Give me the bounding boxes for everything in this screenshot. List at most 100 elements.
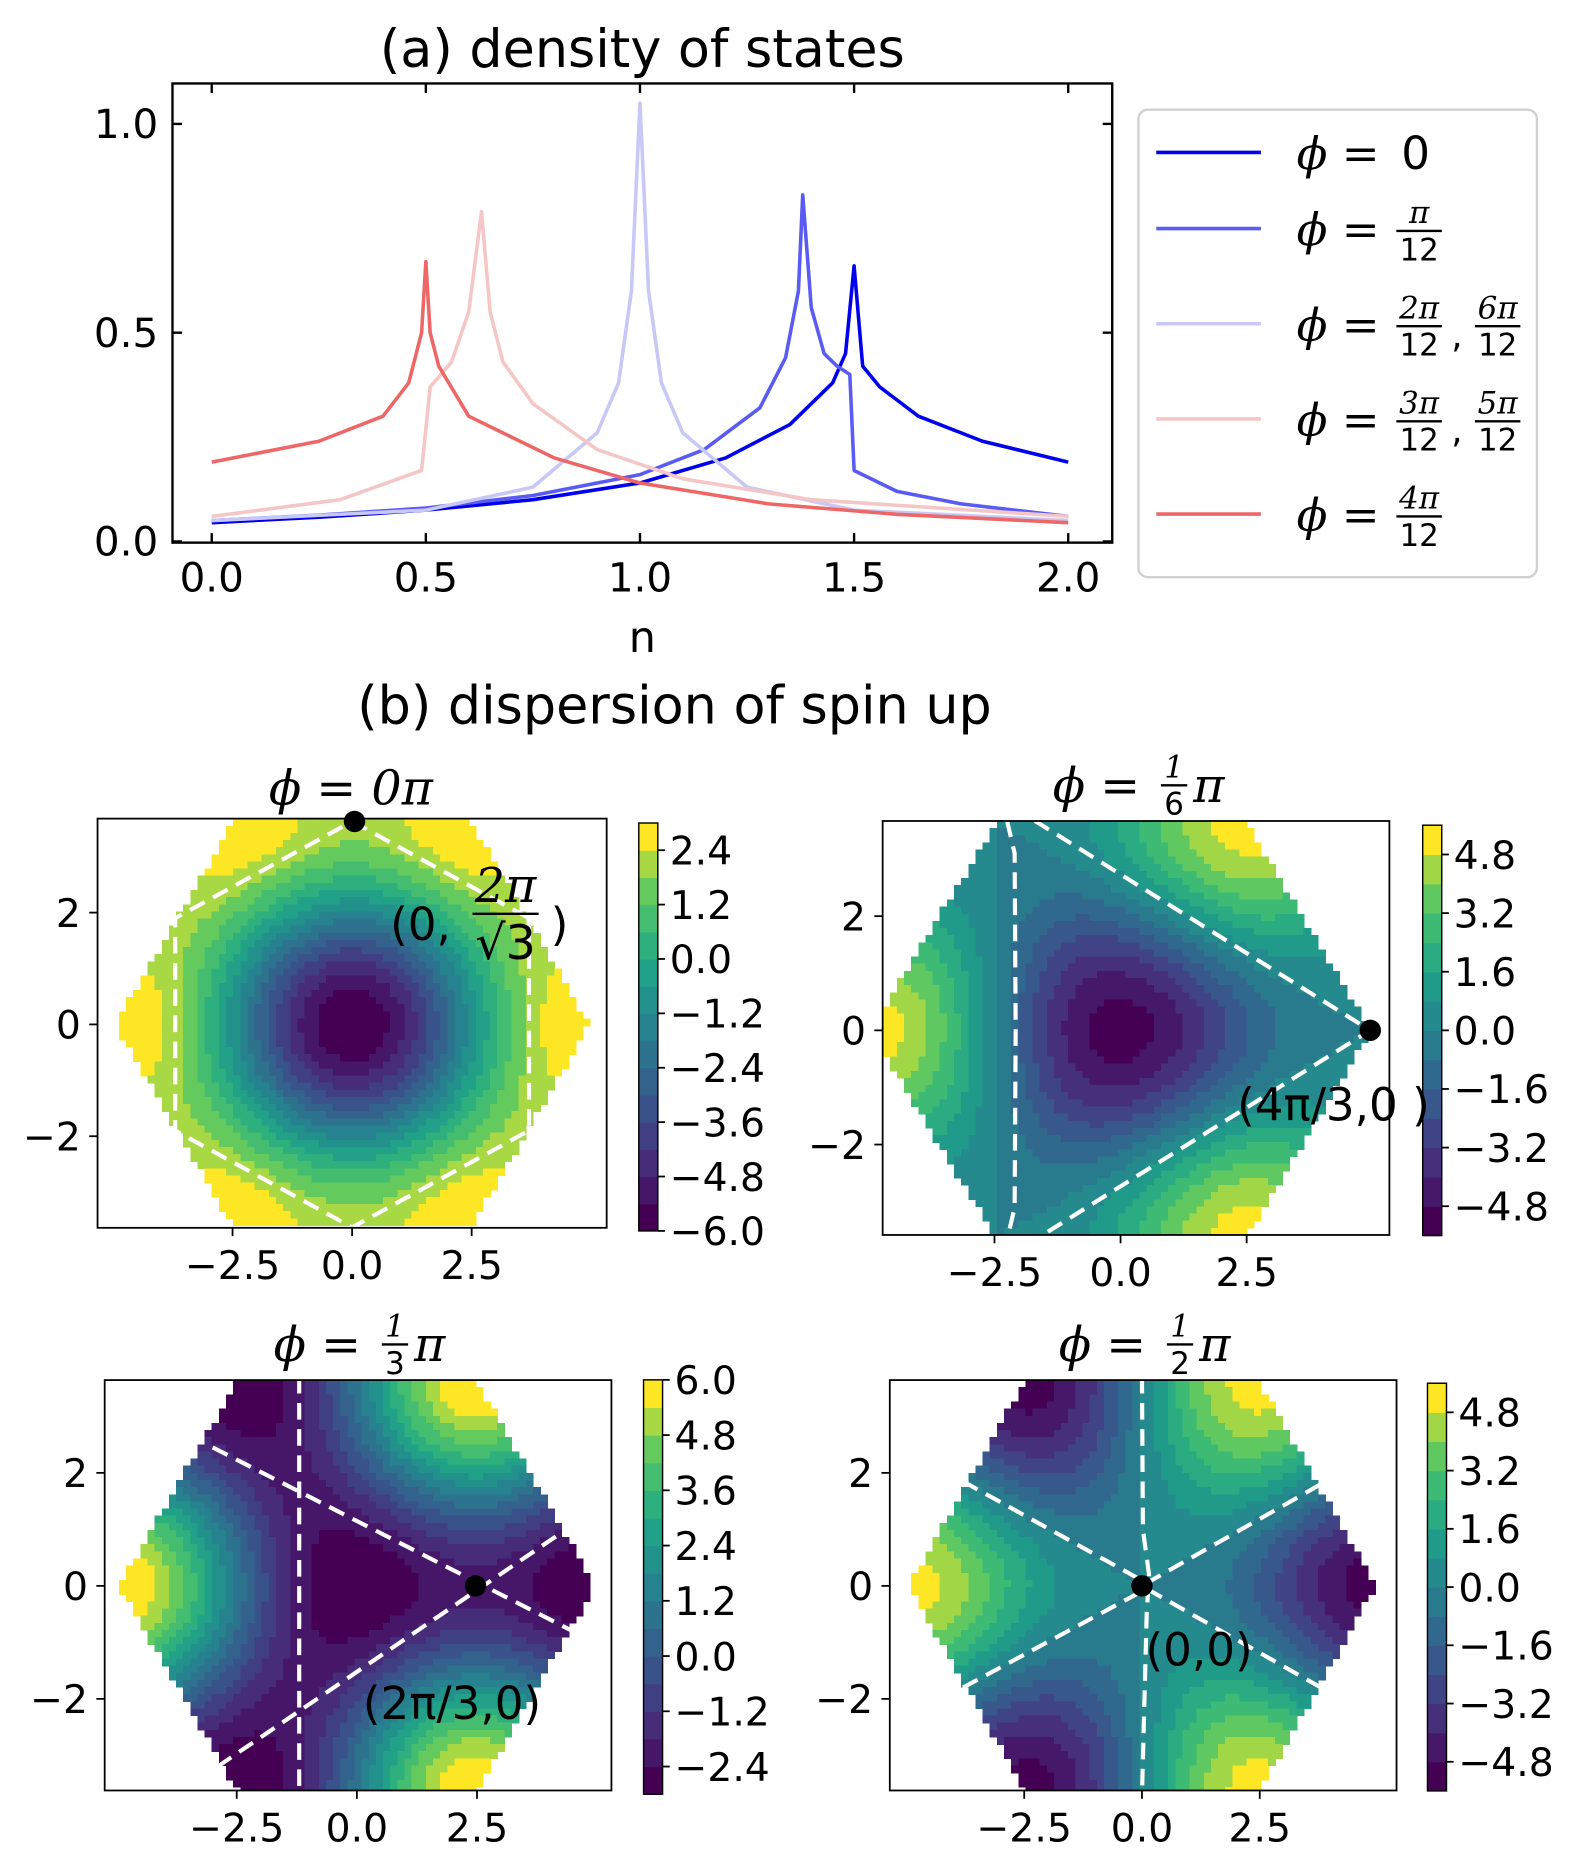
contour-cell: [1061, 949, 1069, 958]
contour-cell: [1096, 820, 1105, 829]
contour-cell: [176, 1004, 184, 1013]
contour-cell: [340, 1111, 349, 1120]
contour-cell: [347, 889, 356, 898]
contour-cell: [411, 954, 420, 963]
contour-cell: [482, 1125, 491, 1134]
contour-cell: [1118, 1027, 1127, 1036]
contour-cell: [982, 1035, 991, 1043]
contour-cell: [240, 911, 249, 920]
contour-cell: [1082, 1206, 1091, 1215]
contour-cell: [275, 1154, 284, 1162]
contour-cell: [311, 925, 320, 934]
contour-cell: [497, 975, 506, 984]
contour-cell: [939, 1035, 948, 1043]
contour-cell: [383, 1218, 391, 1227]
contour-cell: [1132, 928, 1141, 936]
contour-cell: [354, 840, 363, 848]
contour-cell: [1132, 1184, 1141, 1193]
contour-cell: [1075, 1006, 1084, 1015]
contour-cell: [183, 1039, 192, 1048]
contour-cell: [397, 882, 406, 891]
contour-cell: [882, 1027, 891, 1036]
contour-cell: [497, 1047, 506, 1055]
contour-cell: [211, 982, 220, 991]
contour-cell: [347, 1118, 356, 1127]
contour-cell: [368, 1132, 377, 1141]
contour-cell: [290, 1218, 299, 1227]
contour-cell: [1011, 963, 1019, 972]
contour-cell: [397, 1146, 406, 1155]
contour-cell: [911, 999, 920, 1008]
contour-cell: [340, 1054, 349, 1062]
contour-cell: [168, 1061, 177, 1070]
contour-cell: [1068, 1013, 1077, 1022]
contour-cell: [233, 840, 242, 848]
contour-cell: [482, 847, 491, 856]
contour-cell: [561, 982, 570, 991]
contour-cell: [233, 1011, 242, 1020]
contour-cell: [1068, 1070, 1077, 1079]
contour-cell: [233, 932, 242, 941]
contour-cell: [183, 1032, 192, 1041]
contour-cell: [1032, 1006, 1041, 1015]
contour-cell: [254, 868, 263, 877]
contour-cell: [425, 982, 434, 991]
contour-cell: [1053, 1099, 1062, 1108]
contour-cell: [361, 947, 370, 955]
contour-cell: [497, 1054, 506, 1062]
contour-cell: [176, 947, 184, 955]
colorbar-band: [638, 1122, 658, 1150]
contour-cell: [911, 1056, 920, 1065]
contour-cell: [190, 1089, 199, 1098]
contour-cell: [1132, 1042, 1141, 1051]
contour-cell: [1175, 913, 1184, 922]
contour-cell: [1025, 885, 1034, 894]
contour-cell: [1018, 1042, 1027, 1051]
contour-cell: [1168, 1013, 1176, 1022]
contour-cell: [468, 1189, 477, 1198]
contour-cell: [432, 1018, 441, 1027]
contour-cell: [425, 1089, 434, 1098]
contour-cell: [454, 1146, 463, 1155]
contour-cell: [383, 1118, 391, 1127]
contour-cell: [1103, 1020, 1112, 1029]
contour-cell: [896, 978, 905, 986]
contour-cell: [1018, 1206, 1027, 1215]
contour-cell: [1111, 849, 1119, 858]
contour-cell: [504, 1154, 513, 1162]
contour-cell: [490, 861, 498, 870]
contour-cell: [1089, 942, 1098, 951]
contour-cell: [889, 1013, 898, 1022]
contour-cell: [204, 918, 213, 927]
x-tick-label: 0.5: [394, 553, 458, 601]
contour-cell: [982, 963, 991, 972]
contour-cell: [1039, 899, 1048, 908]
contour-cell: [982, 1106, 991, 1115]
contour-cell: [247, 840, 256, 848]
contour-cell: [240, 840, 249, 848]
contour-cell: [882, 1035, 891, 1043]
contour-cell: [1139, 1099, 1148, 1108]
contour-cell: [540, 982, 548, 991]
contour-cell: [375, 1125, 384, 1134]
contour-cell: [497, 1104, 506, 1112]
contour-cell: [261, 1204, 270, 1212]
contour-cell: [946, 1013, 955, 1022]
contour-cell: [1025, 842, 1034, 851]
contour-cell: [447, 868, 456, 877]
contour-cell: [939, 978, 948, 986]
contour-cell: [532, 1018, 541, 1027]
contour-cell: [411, 1139, 420, 1148]
contour-cell: [240, 1211, 249, 1220]
contour-cell: [554, 1061, 563, 1070]
contour-cell: [1089, 870, 1098, 879]
contour-cell: [233, 1182, 242, 1191]
contour-cell: [1075, 1135, 1084, 1143]
contour-cell: [390, 1204, 399, 1212]
contour-cell: [1089, 985, 1098, 994]
dos-series-line-2: [211, 101, 1069, 523]
contour-cell: [982, 892, 991, 901]
contour-cell: [226, 840, 234, 848]
contour-cell: [475, 947, 484, 955]
contour-cell: [375, 1168, 384, 1177]
